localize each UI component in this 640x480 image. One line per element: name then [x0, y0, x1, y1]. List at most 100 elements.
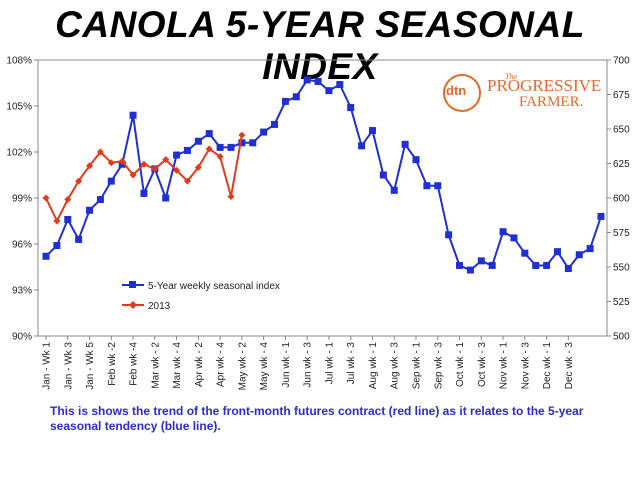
seasonal-index-point: [423, 182, 431, 190]
seasonal-index-point: [96, 196, 104, 204]
legend-red-label: 2013: [148, 301, 171, 312]
left-tick-label: 108%: [6, 56, 32, 67]
x-tick-label: Sep wk - 3: [433, 342, 444, 390]
x-tick-label: Dec wk - 3: [564, 342, 575, 390]
point-2013: [53, 217, 61, 225]
seasonal-index-point: [401, 140, 409, 148]
seasonal-index-point: [553, 248, 561, 256]
x-tick-label: Jul wk - 1: [324, 342, 335, 385]
point-2013: [75, 177, 83, 185]
right-tick-label: 600: [613, 194, 630, 205]
x-tick-label: Aug wk - 3: [390, 342, 401, 390]
point-2013: [96, 148, 104, 156]
seasonal-index-point: [597, 212, 605, 220]
x-tick-label: Apr wk - 4: [216, 342, 227, 387]
page-title: CANOLA 5-YEAR SEASONAL INDEX: [55, 4, 585, 87]
seasonal-index-point: [488, 261, 496, 269]
right-tick-label: 575: [613, 228, 630, 239]
seasonal-index-point: [434, 182, 442, 190]
seasonal-index-point: [477, 257, 485, 265]
seasonal-index-point: [303, 76, 311, 84]
seasonal-index-point: [205, 130, 213, 138]
seasonal-index-point: [521, 249, 529, 257]
seasonal-index-point: [238, 139, 246, 147]
x-tick-label: Aug wk - 1: [368, 342, 379, 390]
x-tick-label: Feb wk -4: [129, 342, 140, 386]
seasonal-index-point: [325, 87, 333, 95]
seasonal-index-point: [314, 77, 322, 85]
right-tick-label: 525: [613, 297, 630, 308]
seasonal-index-point: [379, 171, 387, 179]
seasonal-index-point: [53, 242, 61, 250]
seasonal-index-point: [216, 143, 224, 151]
seasonal-index-point: [86, 206, 94, 214]
seasonal-index-point: [260, 128, 268, 136]
seasonal-index-point: [249, 139, 257, 147]
x-tick-label: Mar wk - 4: [172, 342, 183, 389]
logo-the-text: The: [505, 72, 517, 81]
seasonal-index-point: [586, 245, 594, 253]
point-2013: [205, 145, 213, 153]
left-tick-label: 99%: [12, 194, 32, 205]
seasonal-index-point: [543, 261, 551, 269]
x-tick-label: Dec wk - 1: [542, 342, 553, 390]
right-tick-label: 675: [613, 90, 630, 101]
seasonal-index-point: [564, 265, 572, 273]
x-tick-label: Nov wk - 1: [499, 342, 510, 390]
left-tick-label: 96%: [12, 240, 32, 251]
right-tick-label: 650: [613, 125, 630, 136]
right-tick-label: 500: [613, 332, 630, 343]
seasonal-index-point: [466, 266, 474, 274]
right-tick-label: 550: [613, 263, 630, 274]
seasonal-index-point: [42, 252, 50, 260]
x-tick-label: Feb wk -2: [107, 342, 118, 386]
chart-caption: This is shows the trend of the front-mon…: [50, 404, 584, 433]
seasonal-index-point: [227, 143, 235, 151]
point-2013: [86, 162, 94, 170]
seasonal-index-point: [194, 137, 202, 145]
right-tick-label: 625: [613, 159, 630, 170]
x-tick-label: May wk - 4: [259, 342, 270, 391]
x-tick-label: Sep wk - 1: [412, 342, 423, 390]
seasonal-index-point: [445, 231, 453, 239]
seasonal-index-point: [390, 186, 398, 194]
seasonal-index-point: [510, 234, 518, 242]
x-tick-label: Jun wk - 3: [303, 342, 314, 388]
point-2013: [194, 163, 202, 171]
seasonal-index-point: [347, 104, 355, 112]
seasonal-index-point: [129, 111, 137, 119]
point-2013: [129, 171, 137, 179]
seasonal-index-point: [292, 93, 300, 101]
dtn-progressive-farmer-logo: dtn The PROGRESSIVE FARMER.: [443, 72, 601, 116]
seasonal-index-point: [281, 97, 289, 105]
seasonal-index-point: [271, 120, 279, 128]
seasonal-index-point: [75, 235, 83, 243]
logo-farmer-text: FARMER.: [519, 94, 584, 110]
left-tick-label: 93%: [12, 286, 32, 297]
point-2013: [64, 196, 72, 204]
chart-legend: 5-Year weekly seasonal index 2013: [122, 281, 280, 312]
seasonal-index-point: [412, 156, 420, 164]
point-2013: [107, 159, 115, 167]
x-axis-ticks: Jan - Wk 1 Jan - Wk 3 Jan - Wk 5 Feb wk -2 F…: [42, 336, 575, 390]
seasonal-index-point: [499, 228, 507, 236]
right-axis-ticks: 500 525 550 575 600 625 650 675 700: [607, 56, 630, 343]
left-tick-label: 105%: [6, 102, 32, 113]
x-tick-label: Jun wk - 1: [281, 342, 292, 388]
left-axis-ticks: 90% 93% 96% 99% 102% 105% 108%: [6, 56, 38, 343]
point-2013: [173, 166, 181, 174]
x-tick-label: May wk - 2: [237, 342, 248, 391]
left-tick-label: 90%: [12, 332, 32, 343]
x-tick-label: Jan - Wk 1: [42, 342, 53, 390]
chart-area: 90% 93% 96% 99% 102% 105% 108% 500 525 550 575 600…: [6, 56, 630, 391]
point-2013: [118, 157, 126, 165]
point-2013: [183, 177, 191, 185]
left-tick-label: 102%: [6, 148, 32, 159]
x-tick-label: Jan - Wk 5: [85, 342, 96, 390]
x-tick-label: Jul wk - 3: [346, 342, 357, 385]
seasonal-index-point: [107, 177, 115, 185]
point-2013: [238, 131, 246, 139]
seasonal-index-point: [162, 194, 170, 202]
x-tick-label: Nov wk - 3: [520, 342, 531, 390]
point-2013: [162, 156, 170, 164]
